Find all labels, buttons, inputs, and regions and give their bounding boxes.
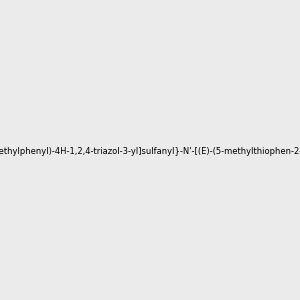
Text: 2-{[5-(4-chlorophenyl)-4-(4-methylphenyl)-4H-1,2,4-triazol-3-yl]sulfanyl}-N'-[(E: 2-{[5-(4-chlorophenyl)-4-(4-methylphenyl… [0, 147, 300, 156]
